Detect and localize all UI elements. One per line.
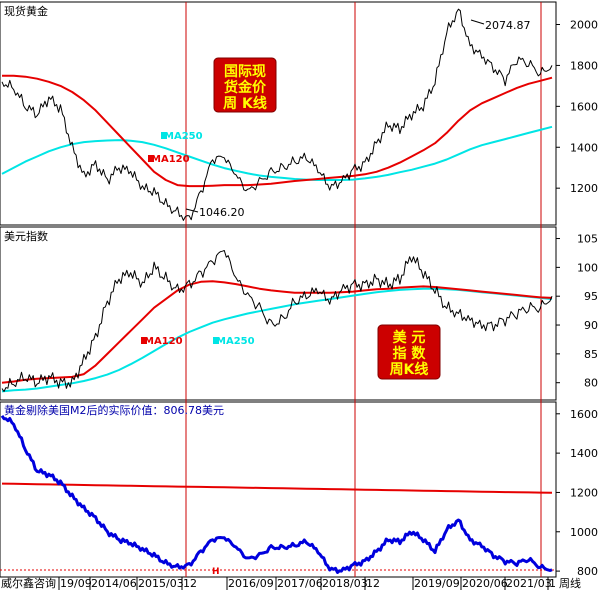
ma250-label-2: MA250 bbox=[216, 336, 255, 347]
high-annotation-pointer bbox=[470, 19, 485, 25]
gold-overlay-line3: 周 K线 bbox=[223, 95, 267, 112]
ytick-label: 1600 bbox=[570, 100, 598, 113]
ytick-label: 1200 bbox=[570, 486, 598, 499]
date-label: 2021/03 bbox=[506, 577, 552, 590]
low-annotation-pointer bbox=[185, 208, 199, 213]
footer-period: 周线 bbox=[559, 576, 581, 590]
gold-overlay-box: 国际现 货金价 周 K线 bbox=[213, 57, 277, 113]
gold-ma250-line bbox=[1, 125, 553, 181]
gold-ma120-line bbox=[2, 74, 553, 188]
usd-overlay-line3: 周K线 bbox=[390, 361, 429, 378]
ytick-label: 95 bbox=[584, 290, 598, 303]
ytick-label: 1400 bbox=[570, 447, 598, 460]
date-label: 2016/09 bbox=[228, 577, 274, 590]
ytick-label: 1600 bbox=[570, 408, 598, 421]
usd-ma120-line bbox=[1, 280, 553, 384]
date-label: 19/09 bbox=[60, 577, 92, 590]
ytick-label: 1200 bbox=[570, 182, 598, 195]
date-label: 1 bbox=[549, 577, 556, 590]
real-value-ma-line bbox=[1, 482, 553, 494]
date-label: 2019/09 bbox=[414, 577, 460, 590]
date-label: 12 bbox=[183, 577, 197, 590]
ytick-label: 1400 bbox=[570, 141, 598, 154]
date-label: 12 bbox=[366, 577, 380, 590]
ytick-label: 2000 bbox=[570, 19, 598, 32]
panel1-title: 现货黄金 bbox=[4, 4, 48, 18]
date-label: 2017/06 bbox=[277, 577, 323, 590]
ytick-label: 100 bbox=[577, 261, 598, 274]
ytick-label: 1800 bbox=[570, 59, 598, 72]
high-annotation: 2074.87 bbox=[485, 19, 531, 32]
ma120-label: MA120 bbox=[151, 154, 190, 165]
ma120-label-2: MA120 bbox=[144, 336, 183, 347]
ma250-label: MA250 bbox=[164, 131, 203, 142]
usd-index-line bbox=[1, 250, 553, 392]
ma120-marker-2 bbox=[141, 337, 147, 344]
ytick-label: 80 bbox=[584, 377, 598, 390]
usd-overlay-line2: 指 数 bbox=[393, 345, 427, 362]
date-label: 2014/06 bbox=[91, 577, 137, 590]
date-label: 2018/03 bbox=[322, 577, 368, 590]
gold-price-line bbox=[1, 8, 553, 221]
ytick-label: 800 bbox=[577, 565, 598, 578]
ma250-marker-2 bbox=[213, 337, 219, 344]
gold-overlay-line1: 国际现 bbox=[224, 64, 266, 80]
date-label: 2015/03 bbox=[138, 577, 184, 590]
ytick-label: 85 bbox=[584, 348, 598, 361]
usd-overlay-box: 美 元 指 数 周K线 bbox=[377, 324, 441, 380]
h-marker: H bbox=[212, 567, 220, 577]
ytick-label: 90 bbox=[584, 319, 598, 332]
low-annotation: 1046.20 bbox=[199, 206, 245, 219]
real-value-line bbox=[0, 414, 553, 574]
panel-frame-3 bbox=[0, 401, 557, 578]
footer-source: 威尔鑫咨询 bbox=[1, 576, 56, 590]
ytick-label: 1000 bbox=[570, 526, 598, 539]
panel-frame-1 bbox=[0, 1, 557, 226]
usd-overlay-line1: 美 元 bbox=[393, 329, 426, 346]
date-label: 2020/06 bbox=[462, 577, 508, 590]
ma120-marker bbox=[148, 155, 154, 162]
panel-frame-2 bbox=[0, 226, 557, 401]
ytick-label: 105 bbox=[577, 233, 598, 246]
gold-overlay-line2: 货金价 bbox=[223, 79, 267, 96]
panel3-title: 黄金剔除美国M2后的实际价值：806.78美元 bbox=[4, 403, 224, 417]
panel2-title: 美元指数 bbox=[4, 229, 48, 243]
ma250-marker bbox=[161, 132, 167, 139]
